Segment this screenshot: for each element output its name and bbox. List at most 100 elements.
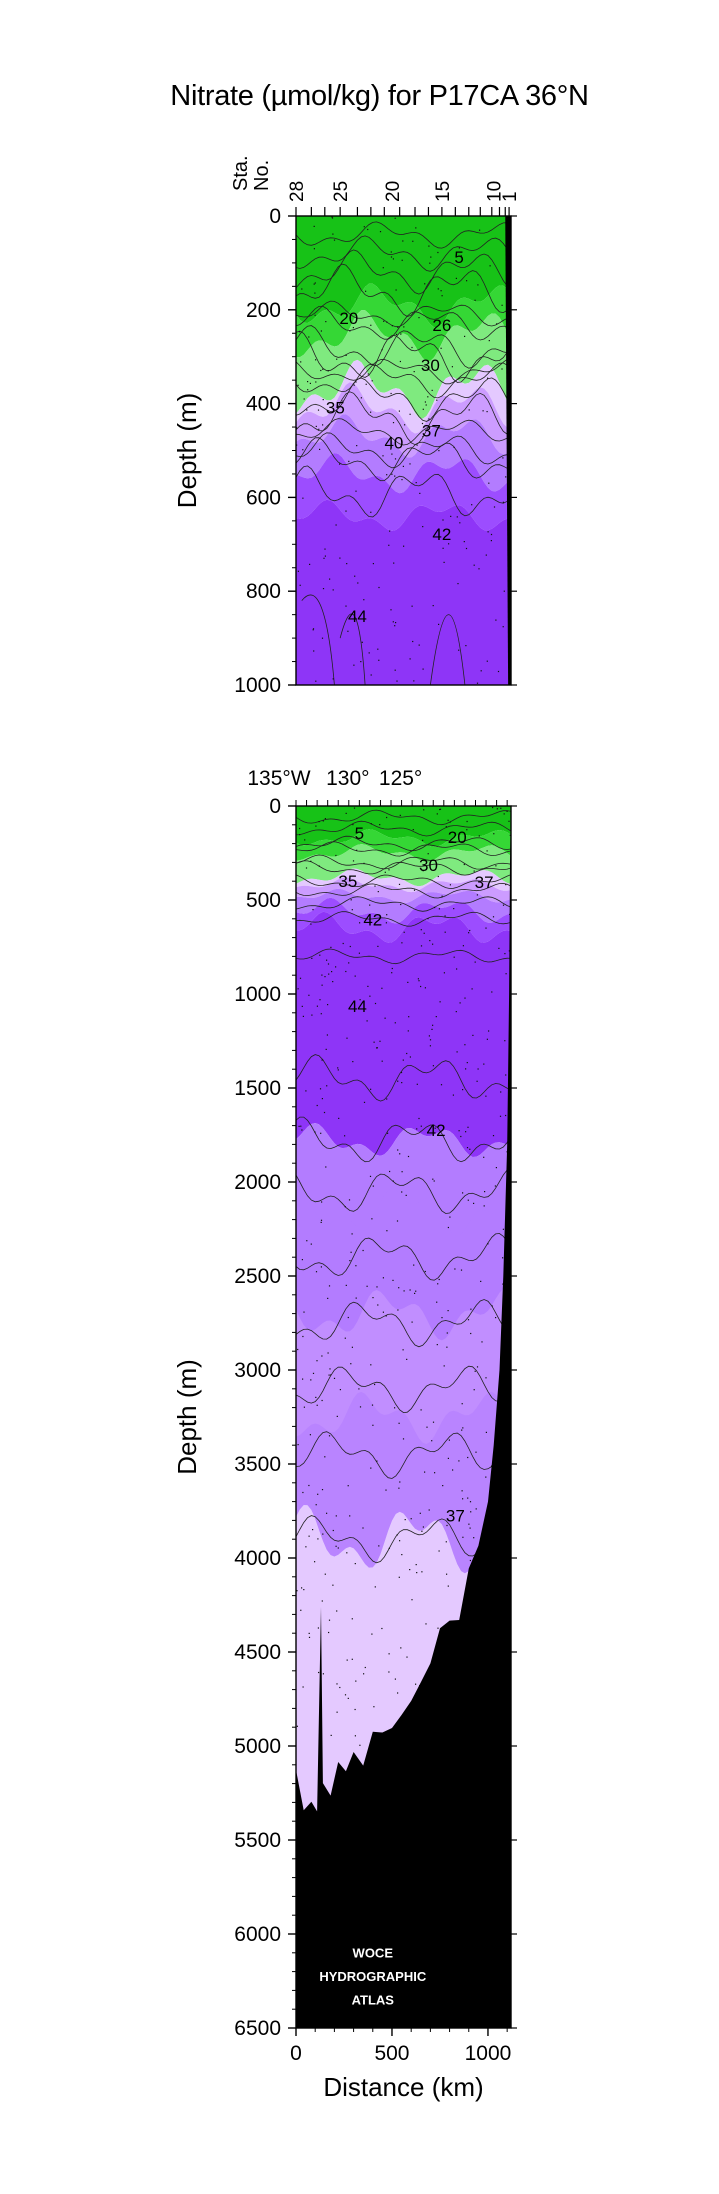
sample-dot: [443, 972, 445, 974]
sample-dot: [350, 899, 352, 901]
y-tick-label: 600: [246, 486, 281, 509]
sample-dot: [332, 589, 334, 591]
sample-dot: [458, 1130, 460, 1132]
sample-dot: [344, 1337, 346, 1339]
sample-dot: [329, 1368, 331, 1370]
contour-line: [296, 235, 511, 272]
sample-dot: [351, 909, 353, 911]
sample-dot: [412, 640, 414, 643]
sample-dot: [367, 985, 369, 987]
sample-dot: [345, 510, 347, 512]
sample-dot: [483, 1205, 485, 1207]
sample-dot: [336, 1683, 338, 1685]
contour-label: 37: [446, 1507, 465, 1526]
page-title: Nitrate (µmol/kg) for P17CA 36°N: [170, 80, 589, 112]
contour-line: [296, 1167, 511, 1214]
sample-dot: [386, 1230, 388, 1232]
sample-dot: [322, 424, 324, 426]
sample-dot: [436, 1301, 438, 1303]
sample-dot: [315, 359, 317, 361]
sample-dot: [365, 290, 367, 292]
sample-dot: [468, 409, 470, 411]
sample-dot: [406, 1656, 408, 1658]
sample-dot: [356, 445, 358, 447]
sample-dot: [438, 623, 440, 625]
sample-dot: [332, 1529, 334, 1532]
sample-dot: [394, 1022, 396, 1024]
sample-dot: [332, 233, 334, 235]
sample-dot: [316, 1005, 318, 1007]
sample-dot: [302, 1378, 304, 1380]
sample-dot: [333, 1377, 336, 1379]
sample-dot: [485, 1431, 487, 1433]
sample-dot: [402, 1349, 404, 1351]
sample-dot: [379, 1040, 381, 1042]
sample-dot: [321, 1201, 323, 1203]
sample-dot: [473, 1389, 475, 1391]
sample-dot: [465, 547, 468, 550]
sample-dot: [396, 680, 398, 682]
sample-dot: [412, 829, 414, 831]
sample-dot: [411, 1599, 413, 1601]
sample-dot: [421, 1530, 423, 1532]
sample-dot: [390, 448, 392, 450]
y-tick-label: 1000: [234, 983, 281, 1006]
sample-dot: [326, 1034, 328, 1036]
sample-dot: [479, 229, 481, 231]
y-tick-label: 2500: [234, 1265, 281, 1288]
sample-dot: [382, 1277, 384, 1279]
sample-dot: [349, 945, 351, 948]
sample-dot: [446, 1573, 448, 1575]
sample-dot: [438, 1278, 440, 1281]
sample-dot: [300, 1125, 302, 1127]
sample-dot: [351, 1658, 353, 1660]
sample-dot: [434, 1127, 436, 1129]
contour-line: [296, 854, 511, 870]
sample-dot: [361, 641, 363, 643]
sample-dot: [359, 999, 361, 1001]
sample-dot: [367, 373, 369, 375]
sample-dot: [376, 1047, 378, 1049]
sample-dot: [447, 1585, 449, 1587]
sample-dot: [319, 999, 321, 1001]
sample-dot: [439, 808, 442, 810]
sample-dot: [326, 1512, 328, 1514]
sample-dot: [345, 1284, 347, 1286]
sample-dot: [370, 1467, 372, 1469]
sample-dot: [487, 377, 489, 379]
sample-dot: [497, 670, 500, 673]
y-tick-label: 4000: [234, 1547, 281, 1570]
sample-dot: [470, 1308, 472, 1310]
sample-dot: [327, 963, 330, 965]
sample-dot: [494, 1185, 496, 1187]
sample-dot: [314, 292, 316, 294]
sample-dot: [355, 1297, 357, 1299]
sample-dot: [424, 1471, 426, 1473]
sample-dot: [437, 251, 439, 254]
sample-dot: [473, 870, 475, 872]
sample-dot: [359, 1406, 362, 1408]
sample-dot: [305, 1090, 307, 1092]
sample-dot: [357, 582, 359, 584]
sample-dot: [434, 1472, 436, 1474]
sample-dot: [336, 1415, 338, 1417]
sample-dot: [397, 1080, 399, 1082]
sample-dot: [484, 1191, 486, 1193]
sample-dot: [297, 988, 299, 990]
sample-dot: [449, 1216, 451, 1218]
sample-dot: [460, 1135, 462, 1138]
sample-dot: [462, 1498, 464, 1500]
contour-line: [296, 432, 511, 469]
sample-dot: [471, 504, 473, 506]
y-tick-label: 4500: [234, 1641, 281, 1664]
sample-dot: [401, 942, 403, 944]
sample-dot: [301, 1129, 303, 1131]
sample-dot: [495, 1167, 497, 1169]
y-tick-label: 1500: [234, 1077, 281, 1100]
contour-line: [296, 948, 511, 965]
sample-dot: [465, 1131, 467, 1133]
y-tick-label: 0: [269, 205, 281, 228]
sample-dot: [354, 1735, 356, 1737]
sample-dot: [300, 361, 302, 363]
sample-dot: [398, 1287, 400, 1289]
